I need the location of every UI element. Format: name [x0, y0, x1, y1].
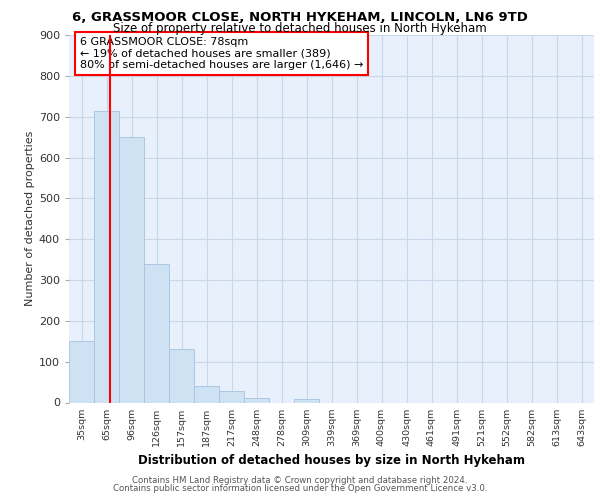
Bar [119, 137, 144, 402]
Text: Contains HM Land Registry data © Crown copyright and database right 2024.: Contains HM Land Registry data © Crown c… [132, 476, 468, 485]
Text: 6, GRASSMOOR CLOSE, NORTH HYKEHAM, LINCOLN, LN6 9TD: 6, GRASSMOOR CLOSE, NORTH HYKEHAM, LINCO… [72, 11, 528, 24]
Bar [169, 350, 194, 403]
Bar [94, 110, 119, 403]
Bar [219, 392, 244, 402]
Text: Size of property relative to detached houses in North Hykeham: Size of property relative to detached ho… [113, 22, 487, 35]
Y-axis label: Number of detached properties: Number of detached properties [25, 131, 35, 306]
Text: 6 GRASSMOOR CLOSE: 78sqm
← 19% of detached houses are smaller (389)
80% of semi-: 6 GRASSMOOR CLOSE: 78sqm ← 19% of detach… [79, 37, 363, 70]
Bar [69, 341, 94, 402]
Bar [194, 386, 219, 402]
Text: Contains public sector information licensed under the Open Government Licence v3: Contains public sector information licen… [113, 484, 487, 493]
Bar [244, 398, 269, 402]
X-axis label: Distribution of detached houses by size in North Hykeham: Distribution of detached houses by size … [138, 454, 525, 467]
Bar [294, 399, 319, 402]
Bar [144, 264, 169, 402]
